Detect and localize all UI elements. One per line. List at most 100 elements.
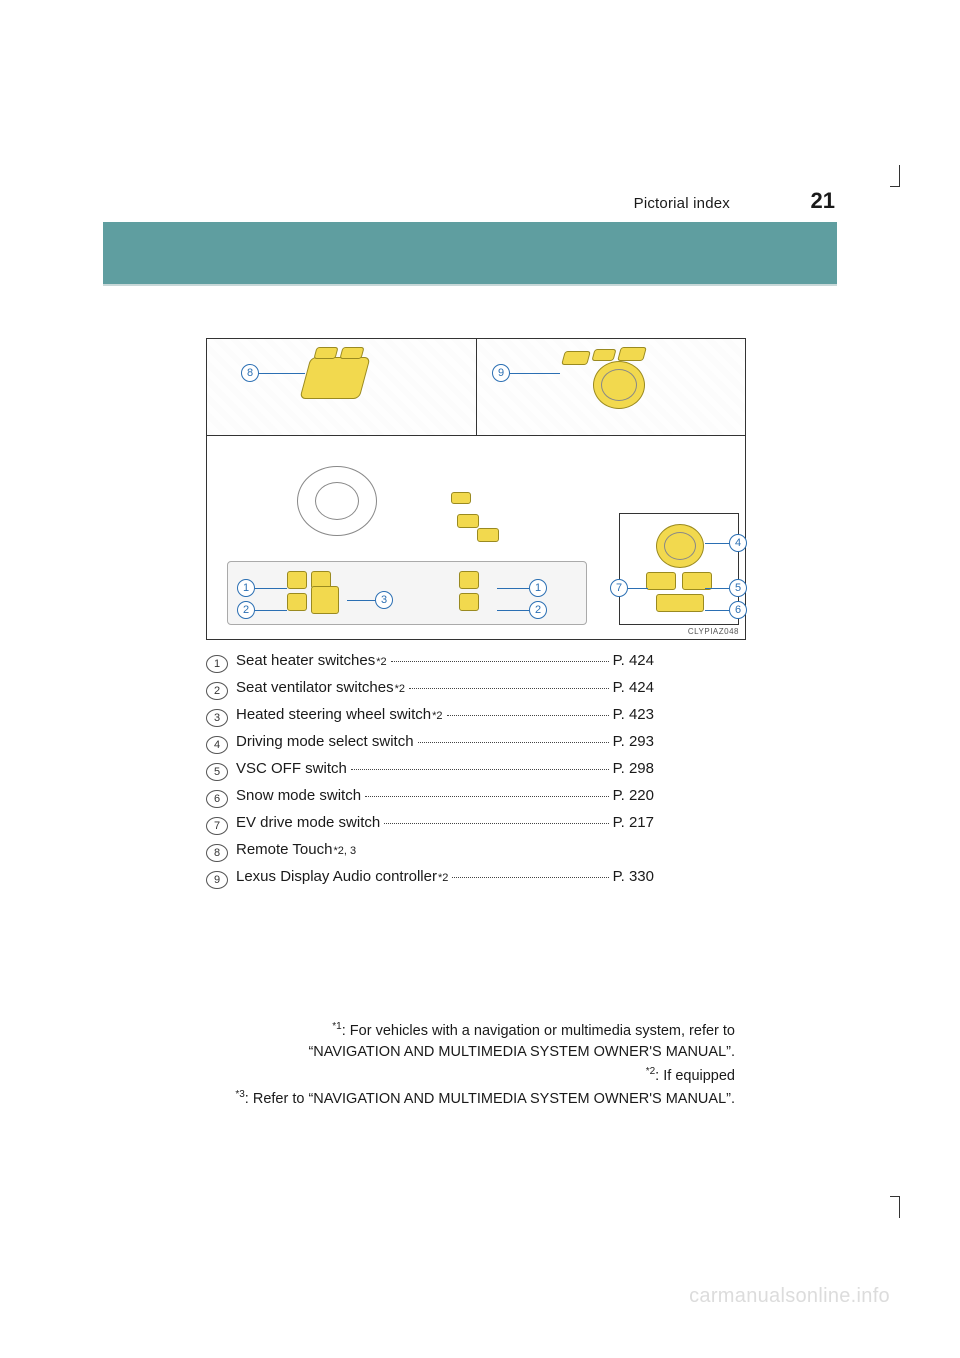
index-row-label: Snow mode switch: [236, 787, 361, 804]
crop-mark-top: [890, 165, 900, 187]
index-list: 1Seat heater switches*2P. 4242Seat venti…: [206, 652, 654, 895]
index-row-dots: [391, 661, 609, 662]
pictorial-diagram: CLYPIAZ048 89123124567: [206, 338, 746, 640]
index-row-page: P. 220: [613, 787, 654, 804]
index-row-number: 8: [206, 844, 228, 862]
index-row-label: Lexus Display Audio controller: [236, 868, 437, 885]
index-row-dots: [365, 796, 609, 797]
index-row-dots: [452, 877, 608, 878]
seat-heater-right: [459, 571, 479, 589]
diagram-main: [207, 436, 745, 639]
footnote-2-sup: *2: [646, 1066, 655, 1077]
callout-lead: [705, 610, 729, 611]
index-row-label: Seat ventilator switches: [236, 679, 394, 696]
diagram-image-id: CLYPIAZ048: [688, 627, 739, 636]
callout-lead: [255, 610, 287, 611]
callout-5: 5: [729, 579, 747, 597]
audio-btn-1: [561, 351, 591, 365]
callout-8: 8: [241, 364, 259, 382]
footnotes: *1: For vehicles with a navigation or mu…: [125, 1020, 735, 1112]
drive-mode-inset: [619, 513, 739, 625]
callout-lead: [497, 588, 529, 589]
index-row-number: 9: [206, 871, 228, 889]
index-row-label: VSC OFF switch: [236, 760, 347, 777]
callout-1: 1: [529, 579, 547, 597]
index-row-page: P. 424: [613, 652, 654, 669]
diagram-top-row: [207, 339, 745, 436]
audio-btn-3: [617, 347, 647, 361]
console-icon-1: [457, 514, 479, 528]
index-row-page: P. 298: [613, 760, 654, 777]
heated-steering-btn: [311, 586, 339, 614]
watermark: carmanualsonline.info: [689, 1285, 890, 1308]
index-row-number: 1: [206, 655, 228, 673]
footnote-1b: “NAVIGATION AND MULTIMEDIA SYSTEM OWNER'…: [125, 1043, 735, 1063]
index-row-number: 3: [206, 709, 228, 727]
index-row-number: 4: [206, 736, 228, 754]
callout-4: 4: [729, 534, 747, 552]
diagram-top-divider: [476, 339, 477, 435]
page-number: 21: [811, 188, 835, 214]
drive-mode-dial-ring: [664, 532, 696, 560]
callout-lead: [259, 373, 305, 374]
remote-touch-menu-btn: [313, 347, 338, 359]
index-row-dots: [418, 742, 609, 743]
callout-lead: [510, 373, 560, 374]
index-row-sup: *2: [376, 656, 386, 668]
callout-lead: [255, 588, 287, 589]
index-row-number: 2: [206, 682, 228, 700]
footnote-2: *2: If equipped: [125, 1065, 735, 1086]
remote-touch-back-btn: [339, 347, 364, 359]
remote-touch-pad: [299, 357, 370, 399]
index-row-sup: *2: [432, 710, 442, 722]
index-row: 3 Heated steering wheel switch*2 P. 423: [206, 706, 654, 726]
index-row-page: P. 424: [613, 679, 654, 696]
audio-btn-2: [591, 349, 616, 361]
audio-dial-ring: [601, 369, 637, 401]
index-row: 9Lexus Display Audio controller*2P. 330: [206, 868, 654, 888]
index-row-page: P. 330: [613, 868, 654, 885]
callout-lead: [705, 543, 729, 544]
index-row-number: 7: [206, 817, 228, 835]
crop-mark-bottom: [890, 1196, 900, 1218]
index-row: 1Seat heater switches*2P. 424: [206, 652, 654, 672]
footnote-1a: : For vehicles with a navigation or mult…: [342, 1023, 735, 1039]
callout-9: 9: [492, 364, 510, 382]
index-row: 2 Seat ventilator switches*2 P. 424: [206, 679, 654, 699]
callout-6: 6: [729, 601, 747, 619]
index-row: 7 EV drive mode switch P. 217: [206, 814, 654, 834]
index-row: 5 VSC OFF switch P. 298: [206, 760, 654, 780]
header-band: [103, 222, 837, 284]
index-row-label: Heated steering wheel switch: [236, 706, 431, 723]
index-row-number: 5: [206, 763, 228, 781]
callout-lead: [347, 600, 375, 601]
console-icon-3: [451, 492, 471, 504]
section-title: Pictorial index: [634, 195, 730, 212]
callout-lead: [628, 588, 648, 589]
footnote-1: *1: For vehicles with a navigation or mu…: [125, 1020, 735, 1041]
console-icon-2: [477, 528, 499, 542]
steering-hub: [315, 482, 359, 520]
index-row: 4 Driving mode select switch P. 293: [206, 733, 654, 753]
callout-3: 3: [375, 591, 393, 609]
footnote-3: *3: Refer to “NAVIGATION AND MULTIMEDIA …: [125, 1088, 735, 1109]
seat-heater-left: [287, 571, 307, 589]
seat-vent-left: [287, 593, 307, 611]
index-row-sup: *2: [395, 683, 405, 695]
index-row-number: 6: [206, 790, 228, 808]
index-row-page: P. 217: [613, 814, 654, 831]
index-row-dots: [384, 823, 608, 824]
index-row-dots: [351, 769, 609, 770]
callout-lead: [705, 588, 729, 589]
callout-lead: [497, 610, 529, 611]
index-row-page: P. 423: [613, 706, 654, 723]
index-row: 6 Snow mode switch P. 220: [206, 787, 654, 807]
page: Pictorial index 21: [0, 0, 960, 1358]
footnote-2-text: : If equipped: [655, 1068, 735, 1084]
callout-1: 1: [237, 579, 255, 597]
index-row-page: P. 293: [613, 733, 654, 750]
index-row-label: Driving mode select switch: [236, 733, 414, 750]
index-row-label: EV drive mode switch: [236, 814, 380, 831]
callout-2: 2: [529, 601, 547, 619]
index-row: 8Remote Touch*2, 3: [206, 841, 654, 861]
